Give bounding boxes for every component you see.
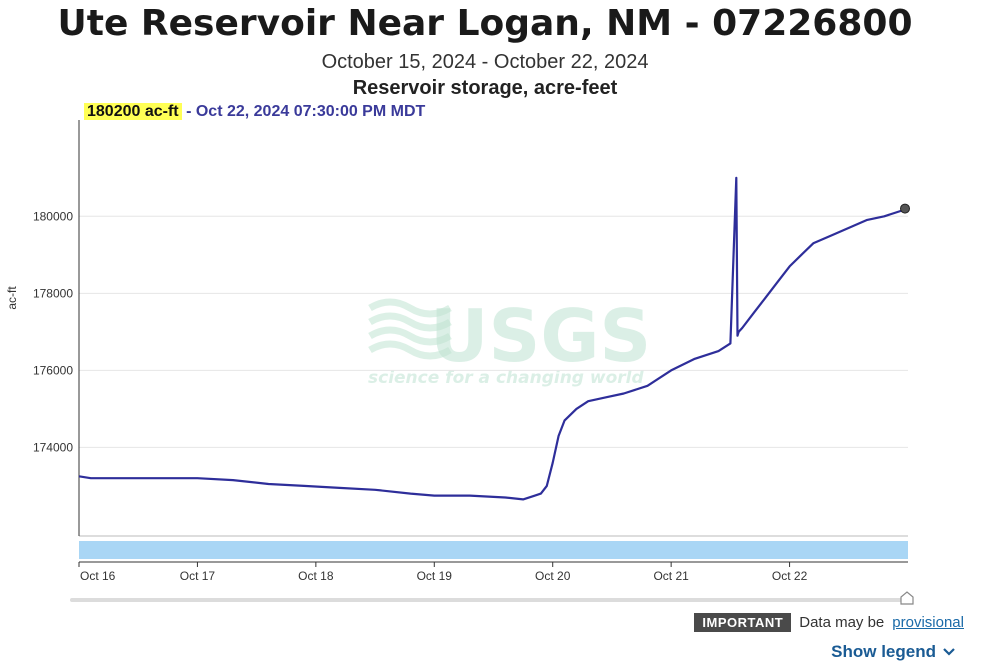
readout-timestamp: Oct 22, 2024 07:30:00 PM MDT (195, 103, 426, 120)
y-tick-label: 176000 (33, 363, 73, 377)
current-value: 180200 ac-ft (84, 103, 182, 120)
usgs-watermark: USGS science for a changing world (368, 294, 651, 388)
date-range: October 15, 2024 - October 22, 2024 (321, 51, 649, 73)
important-badge: IMPORTANT (694, 613, 792, 632)
y-axis-label: ac-ft (5, 286, 19, 310)
provisional-note: IMPORTANT Data may be provisional (694, 613, 964, 632)
note-text: Data may be (799, 614, 885, 631)
series-group (78, 176, 910, 501)
y-tick-label: 180000 (33, 209, 73, 223)
x-tick-label: Oct 17 (180, 569, 216, 583)
current-point-marker[interactable] (900, 203, 910, 214)
range-brush[interactable] (79, 541, 908, 559)
x-tick-label: Oct 20 (535, 569, 571, 583)
hydrograph-chart[interactable]: USGS science for a changing world 174000… (0, 118, 992, 588)
provisional-link[interactable]: provisional (892, 614, 964, 631)
y-tick-label: 178000 (33, 286, 73, 300)
x-tick-label: Oct 22 (772, 569, 808, 583)
usgs-watermark-tagline: science for a changing world (368, 368, 644, 388)
usgs-logo-waves-icon (368, 298, 452, 360)
time-slider-track[interactable] (70, 598, 910, 602)
slider-handle-icon[interactable] (900, 591, 914, 605)
x-tick-label: Oct 19 (417, 569, 453, 583)
page-title: Ute Reservoir Near Logan, NM - 07226800 (57, 3, 913, 44)
show-legend-label: Show legend (831, 642, 936, 661)
series-line (78, 176, 909, 501)
chevron-down-icon (943, 648, 955, 656)
y-tick-label: 174000 (33, 440, 73, 454)
usgs-watermark-brand: USGS (430, 294, 651, 378)
x-tick-label: Oct 16 (80, 569, 116, 583)
x-axis: Oct 16 Oct 17 Oct 18 Oct 19 Oct 20 Oct 21 Oct … (78, 561, 908, 583)
current-value-readout: 180200 ac-ft - Oct 22, 2024 07:30:00 PM … (84, 101, 425, 123)
readout-separator: - (181, 103, 196, 120)
chart-parameter-title: Reservoir storage, acre-feet (352, 77, 618, 99)
x-tick-label: Oct 21 (653, 569, 689, 583)
x-tick-label: Oct 18 (298, 569, 334, 583)
show-legend-button[interactable]: Show legend (831, 642, 956, 662)
y-axis: 174000 176000 178000 180000 (33, 120, 80, 536)
